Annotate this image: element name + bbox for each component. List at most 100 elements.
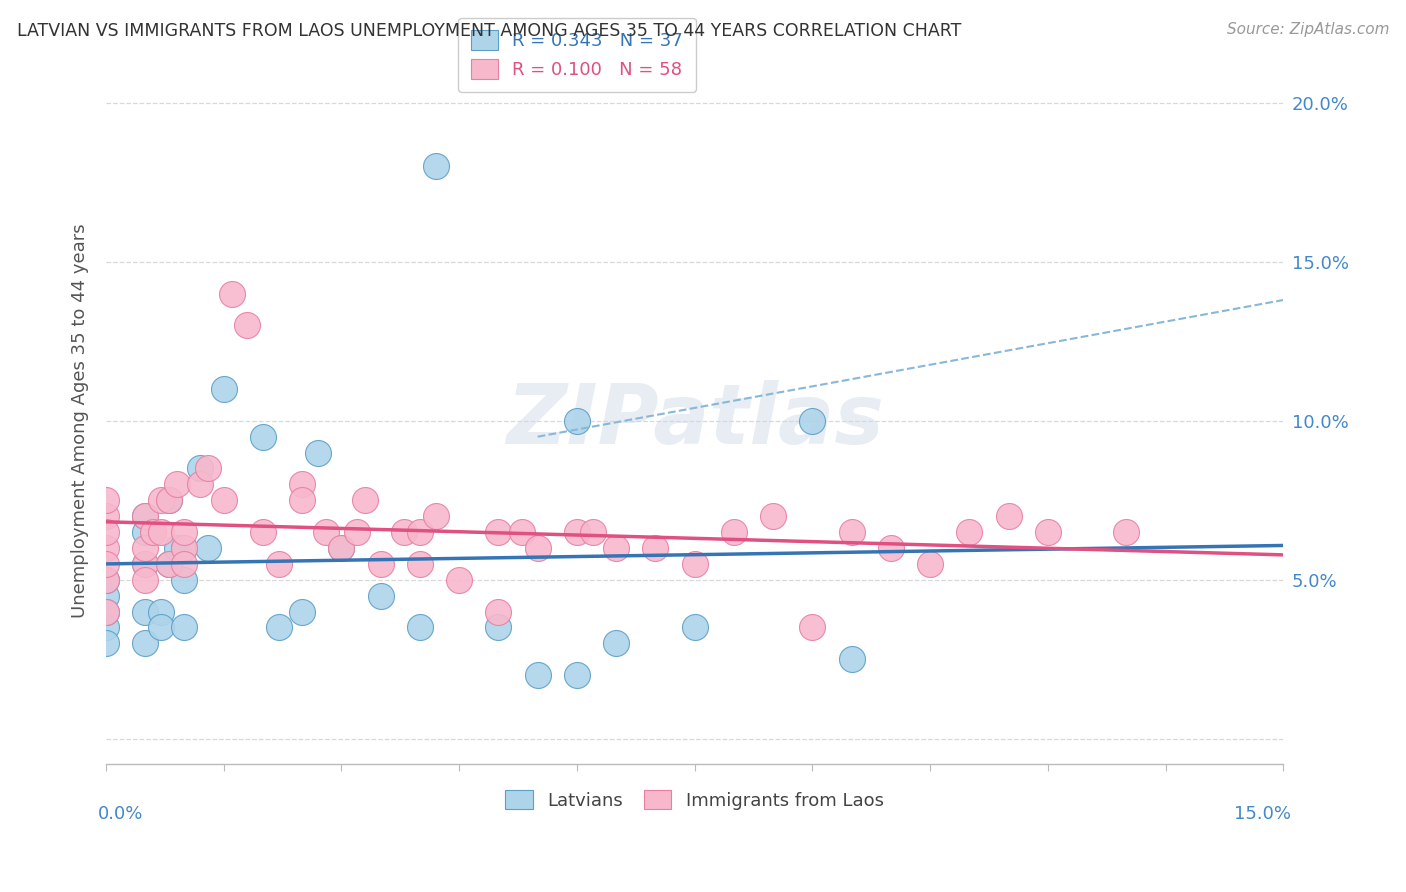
Point <box>212 382 235 396</box>
Legend: Latvians, Immigrants from Laos: Latvians, Immigrants from Laos <box>498 782 891 817</box>
Point <box>157 493 180 508</box>
Point <box>173 557 195 571</box>
Point <box>267 557 290 571</box>
Point <box>488 524 510 539</box>
Point <box>134 541 156 555</box>
Point <box>920 557 942 571</box>
Point <box>841 652 863 666</box>
Point <box>94 573 117 587</box>
Point <box>221 286 243 301</box>
Point <box>425 509 447 524</box>
Text: Source: ZipAtlas.com: Source: ZipAtlas.com <box>1226 22 1389 37</box>
Point <box>605 636 627 650</box>
Point <box>149 620 172 634</box>
Point <box>94 573 117 587</box>
Point <box>488 605 510 619</box>
Point <box>166 541 188 555</box>
Point <box>683 620 706 634</box>
Point <box>370 557 392 571</box>
Point <box>315 524 337 539</box>
Point <box>236 318 259 333</box>
Point <box>841 524 863 539</box>
Point <box>526 668 548 682</box>
Point <box>173 620 195 634</box>
Point <box>959 524 981 539</box>
Point <box>94 509 117 524</box>
Text: LATVIAN VS IMMIGRANTS FROM LAOS UNEMPLOYMENT AMONG AGES 35 TO 44 YEARS CORRELATI: LATVIAN VS IMMIGRANTS FROM LAOS UNEMPLOY… <box>17 22 962 40</box>
Point <box>142 524 165 539</box>
Point <box>346 524 368 539</box>
Point <box>157 493 180 508</box>
Point <box>425 160 447 174</box>
Point <box>94 636 117 650</box>
Point <box>291 493 314 508</box>
Point <box>644 541 666 555</box>
Point <box>582 524 605 539</box>
Point <box>801 414 824 428</box>
Point <box>173 541 195 555</box>
Point <box>134 524 156 539</box>
Point <box>94 589 117 603</box>
Point <box>252 430 274 444</box>
Text: ZIPatlas: ZIPatlas <box>506 380 883 461</box>
Point <box>565 524 588 539</box>
Point <box>94 605 117 619</box>
Point <box>166 477 188 491</box>
Point <box>1036 524 1059 539</box>
Point <box>173 524 195 539</box>
Point <box>173 573 195 587</box>
Point <box>188 461 211 475</box>
Point <box>997 509 1019 524</box>
Point <box>526 541 548 555</box>
Text: 0.0%: 0.0% <box>98 805 143 823</box>
Point <box>94 493 117 508</box>
Point <box>307 445 329 459</box>
Point <box>134 557 156 571</box>
Point <box>510 524 533 539</box>
Point <box>880 541 903 555</box>
Point <box>134 605 156 619</box>
Point <box>94 541 117 555</box>
Point <box>723 524 745 539</box>
Point <box>134 509 156 524</box>
Point <box>330 541 353 555</box>
Point <box>291 477 314 491</box>
Point <box>94 524 117 539</box>
Point <box>565 414 588 428</box>
Point <box>409 620 432 634</box>
Point <box>291 605 314 619</box>
Point <box>488 620 510 634</box>
Point <box>157 557 180 571</box>
Point <box>149 605 172 619</box>
Point <box>157 557 180 571</box>
Point <box>94 620 117 634</box>
Point <box>94 557 117 571</box>
Point <box>134 573 156 587</box>
Point <box>173 541 195 555</box>
Point <box>134 557 156 571</box>
Y-axis label: Unemployment Among Ages 35 to 44 years: Unemployment Among Ages 35 to 44 years <box>72 224 89 618</box>
Point <box>762 509 785 524</box>
Point <box>134 636 156 650</box>
Point <box>1115 524 1137 539</box>
Point <box>134 509 156 524</box>
Point <box>409 557 432 571</box>
Point <box>94 605 117 619</box>
Point <box>252 524 274 539</box>
Point <box>354 493 377 508</box>
Point <box>149 493 172 508</box>
Text: 15.0%: 15.0% <box>1234 805 1291 823</box>
Point <box>409 524 432 539</box>
Point <box>149 524 172 539</box>
Point <box>801 620 824 634</box>
Point <box>449 573 471 587</box>
Point <box>188 477 211 491</box>
Point <box>683 557 706 571</box>
Point <box>197 541 219 555</box>
Point <box>394 524 416 539</box>
Point <box>370 589 392 603</box>
Point <box>565 668 588 682</box>
Point <box>197 461 219 475</box>
Point <box>212 493 235 508</box>
Point <box>330 541 353 555</box>
